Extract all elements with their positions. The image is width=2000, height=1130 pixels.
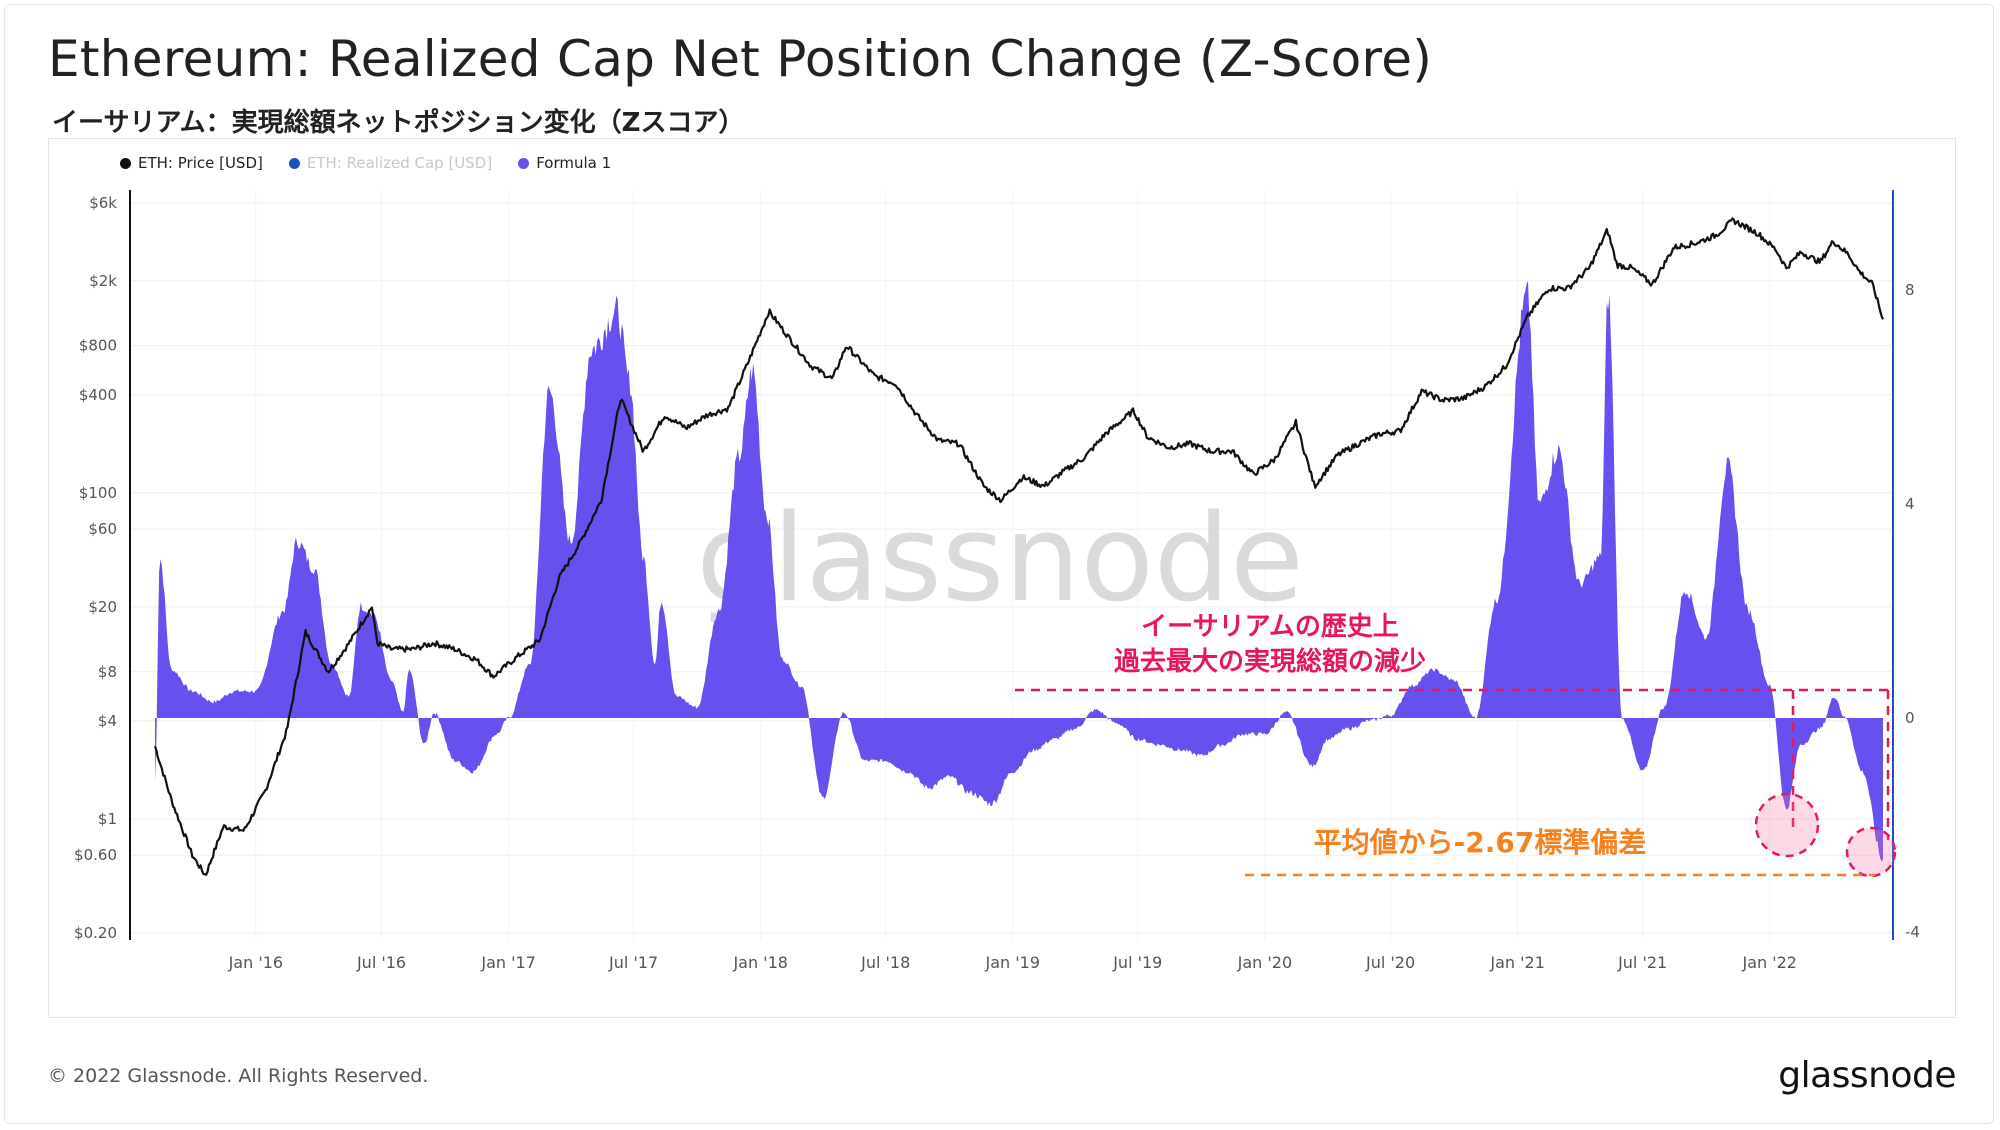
x-tick-label: Jul '18	[860, 953, 910, 972]
legend: ETH: Price [USD] ETH: Realized Cap [USD]…	[120, 154, 611, 172]
legend-dot-realized-cap	[288, 157, 300, 169]
legend-dot-formula	[518, 157, 530, 169]
price-line	[153, 217, 1885, 876]
legend-item-formula[interactable]: Formula 1	[518, 154, 611, 172]
glassnode-logo: glassnode	[1778, 1055, 1956, 1096]
x-tick-label: Jan '17	[480, 953, 536, 972]
page-title: Ethereum: Realized Cap Net Position Chan…	[48, 30, 1433, 88]
x-axis-ticks: Jan '16 Jul '16 Jan '17 Jul '17 Jan '18 Jul '…	[228, 953, 1797, 972]
left-tick-label: $20	[88, 598, 117, 616]
x-tick-label: Jul '20	[1365, 953, 1415, 972]
left-axis-ticks: $6k $2k $800 $400 $100 $60 $20 $8 $4 $1 $0.60 $0.20	[74, 194, 117, 942]
annotation-stddev-label: 平均値から-2.67標準偏差	[1314, 826, 1647, 859]
legend-label-realized-cap: ETH: Realized Cap [USD]	[306, 154, 493, 172]
annotation-historic-line1: イーサリアムの歴史上	[1141, 612, 1399, 642]
left-tick-label: $2k	[89, 272, 117, 290]
left-tick-label: $400	[79, 386, 117, 404]
left-tick-label: $0.20	[74, 924, 117, 942]
right-axis-ticks: 8 4 0 -4	[1905, 281, 1920, 941]
x-tick-label: Jul '19	[1112, 953, 1162, 972]
legend-item-realized-cap[interactable]: ETH: Realized Cap [USD]	[288, 154, 493, 172]
x-tick-label: Jan '22	[1741, 953, 1797, 972]
annotation-historic: イーサリアムの歴史上 過去最大の実現総額の減少	[1015, 612, 1897, 878]
x-tick-label: Jan '20	[1237, 953, 1293, 972]
annotation-stddev: 平均値から-2.67標準偏差	[1245, 826, 1875, 877]
legend-item-price[interactable]: ETH: Price [USD]	[120, 154, 263, 172]
left-tick-label: $1	[98, 810, 117, 828]
x-tick-label: Jan '16	[228, 953, 284, 972]
x-tick-label: Jan '19	[985, 953, 1041, 972]
chart-panel	[48, 138, 1956, 1018]
copyright-footer: © 2022 Glassnode. All Rights Reserved.	[48, 1065, 429, 1087]
x-tick-label: Jan '21	[1489, 953, 1545, 972]
right-tick-label: 0	[1905, 709, 1915, 727]
left-tick-label: $60	[88, 520, 117, 538]
right-tick-label: -4	[1905, 923, 1920, 941]
x-tick-label: Jul '16	[356, 953, 406, 972]
formula-area	[155, 280, 1883, 862]
legend-label-formula: Formula 1	[536, 154, 612, 172]
left-tick-label: $8	[98, 663, 117, 681]
left-tick-label: $6k	[89, 194, 117, 212]
annotation-historic-line2: 過去最大の実現総額の減少	[1114, 646, 1426, 677]
x-tick-label: Jul '21	[1617, 953, 1667, 972]
left-tick-label: $100	[79, 484, 117, 502]
left-tick-label: $4	[98, 712, 117, 730]
right-tick-label: 4	[1905, 495, 1915, 513]
right-tick-label: 8	[1905, 281, 1915, 299]
left-tick-label: $0.60	[74, 846, 117, 864]
legend-label-price: ETH: Price [USD]	[138, 154, 263, 172]
left-tick-label: $800	[79, 337, 117, 355]
annotation-circle-jan22	[1754, 792, 1820, 858]
x-tick-label: Jul '17	[608, 953, 658, 972]
page-frame	[4, 4, 1994, 1124]
legend-dot-price	[120, 157, 131, 169]
annotation-circle-jun22	[1845, 826, 1897, 878]
watermark: glassnode	[696, 490, 1304, 629]
x-tick-label: Jan '18	[732, 953, 788, 972]
page-subtitle: イーサリアム：実現総額ネットポジション変化（Zスコア）	[52, 108, 745, 138]
